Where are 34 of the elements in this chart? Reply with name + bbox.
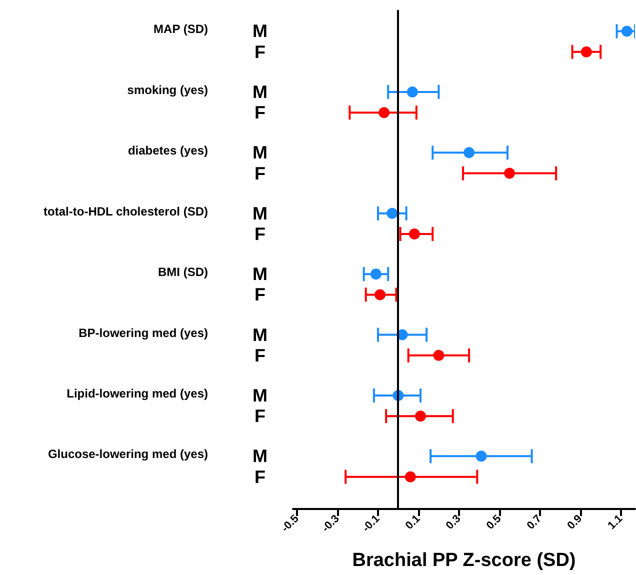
y-tick-label: F xyxy=(254,466,266,487)
text: smoking (yes) xyxy=(127,82,208,97)
text: Glucose-lowering med (yes) xyxy=(48,447,208,462)
y-tick-label: M xyxy=(252,264,268,284)
text: diabetes (yes) xyxy=(128,144,208,158)
y-tick-label: F xyxy=(254,42,266,62)
y-tick-label: M xyxy=(252,82,268,102)
x-tick-label: -0.3 xyxy=(320,512,342,535)
y-tick-label: M xyxy=(252,142,268,163)
x-tick-label: -0.5 xyxy=(279,512,302,535)
text: Lipid-lowering med (yes) xyxy=(66,386,208,400)
text: BP-lowering med (yes) xyxy=(78,326,208,340)
y-tick-label: F xyxy=(254,224,266,244)
x-tick-label: 0.7 xyxy=(524,512,544,532)
y-tick-label: M xyxy=(252,21,268,42)
x-tick-label: 1.1 xyxy=(606,512,626,532)
x-tick-label: 0.5 xyxy=(484,512,504,532)
text: BMI (SD) xyxy=(158,265,208,280)
y-tick-label: M xyxy=(252,385,268,406)
text: MAP (SD) xyxy=(154,22,208,36)
y-tick-label: F xyxy=(254,345,266,366)
x-tick-label: 0.9 xyxy=(565,512,585,532)
y-tick-label: F xyxy=(254,406,266,426)
y-tick-label: F xyxy=(254,163,266,184)
x-axis-title: Brachial PP Z-score (SD) xyxy=(352,550,576,571)
y-tick-label: F xyxy=(254,284,266,305)
y-tick-label: F xyxy=(254,102,266,123)
x-tick-label: 0.1 xyxy=(403,512,423,532)
y-tick-label: M xyxy=(252,324,268,345)
x-tick-label: -0.1 xyxy=(360,512,382,535)
text: total-to-HDL cholesterol (SD) xyxy=(44,204,208,218)
y-tick-label: M xyxy=(252,446,268,466)
x-tick-label: 0.3 xyxy=(444,512,464,532)
y-tick-label: M xyxy=(252,203,268,224)
